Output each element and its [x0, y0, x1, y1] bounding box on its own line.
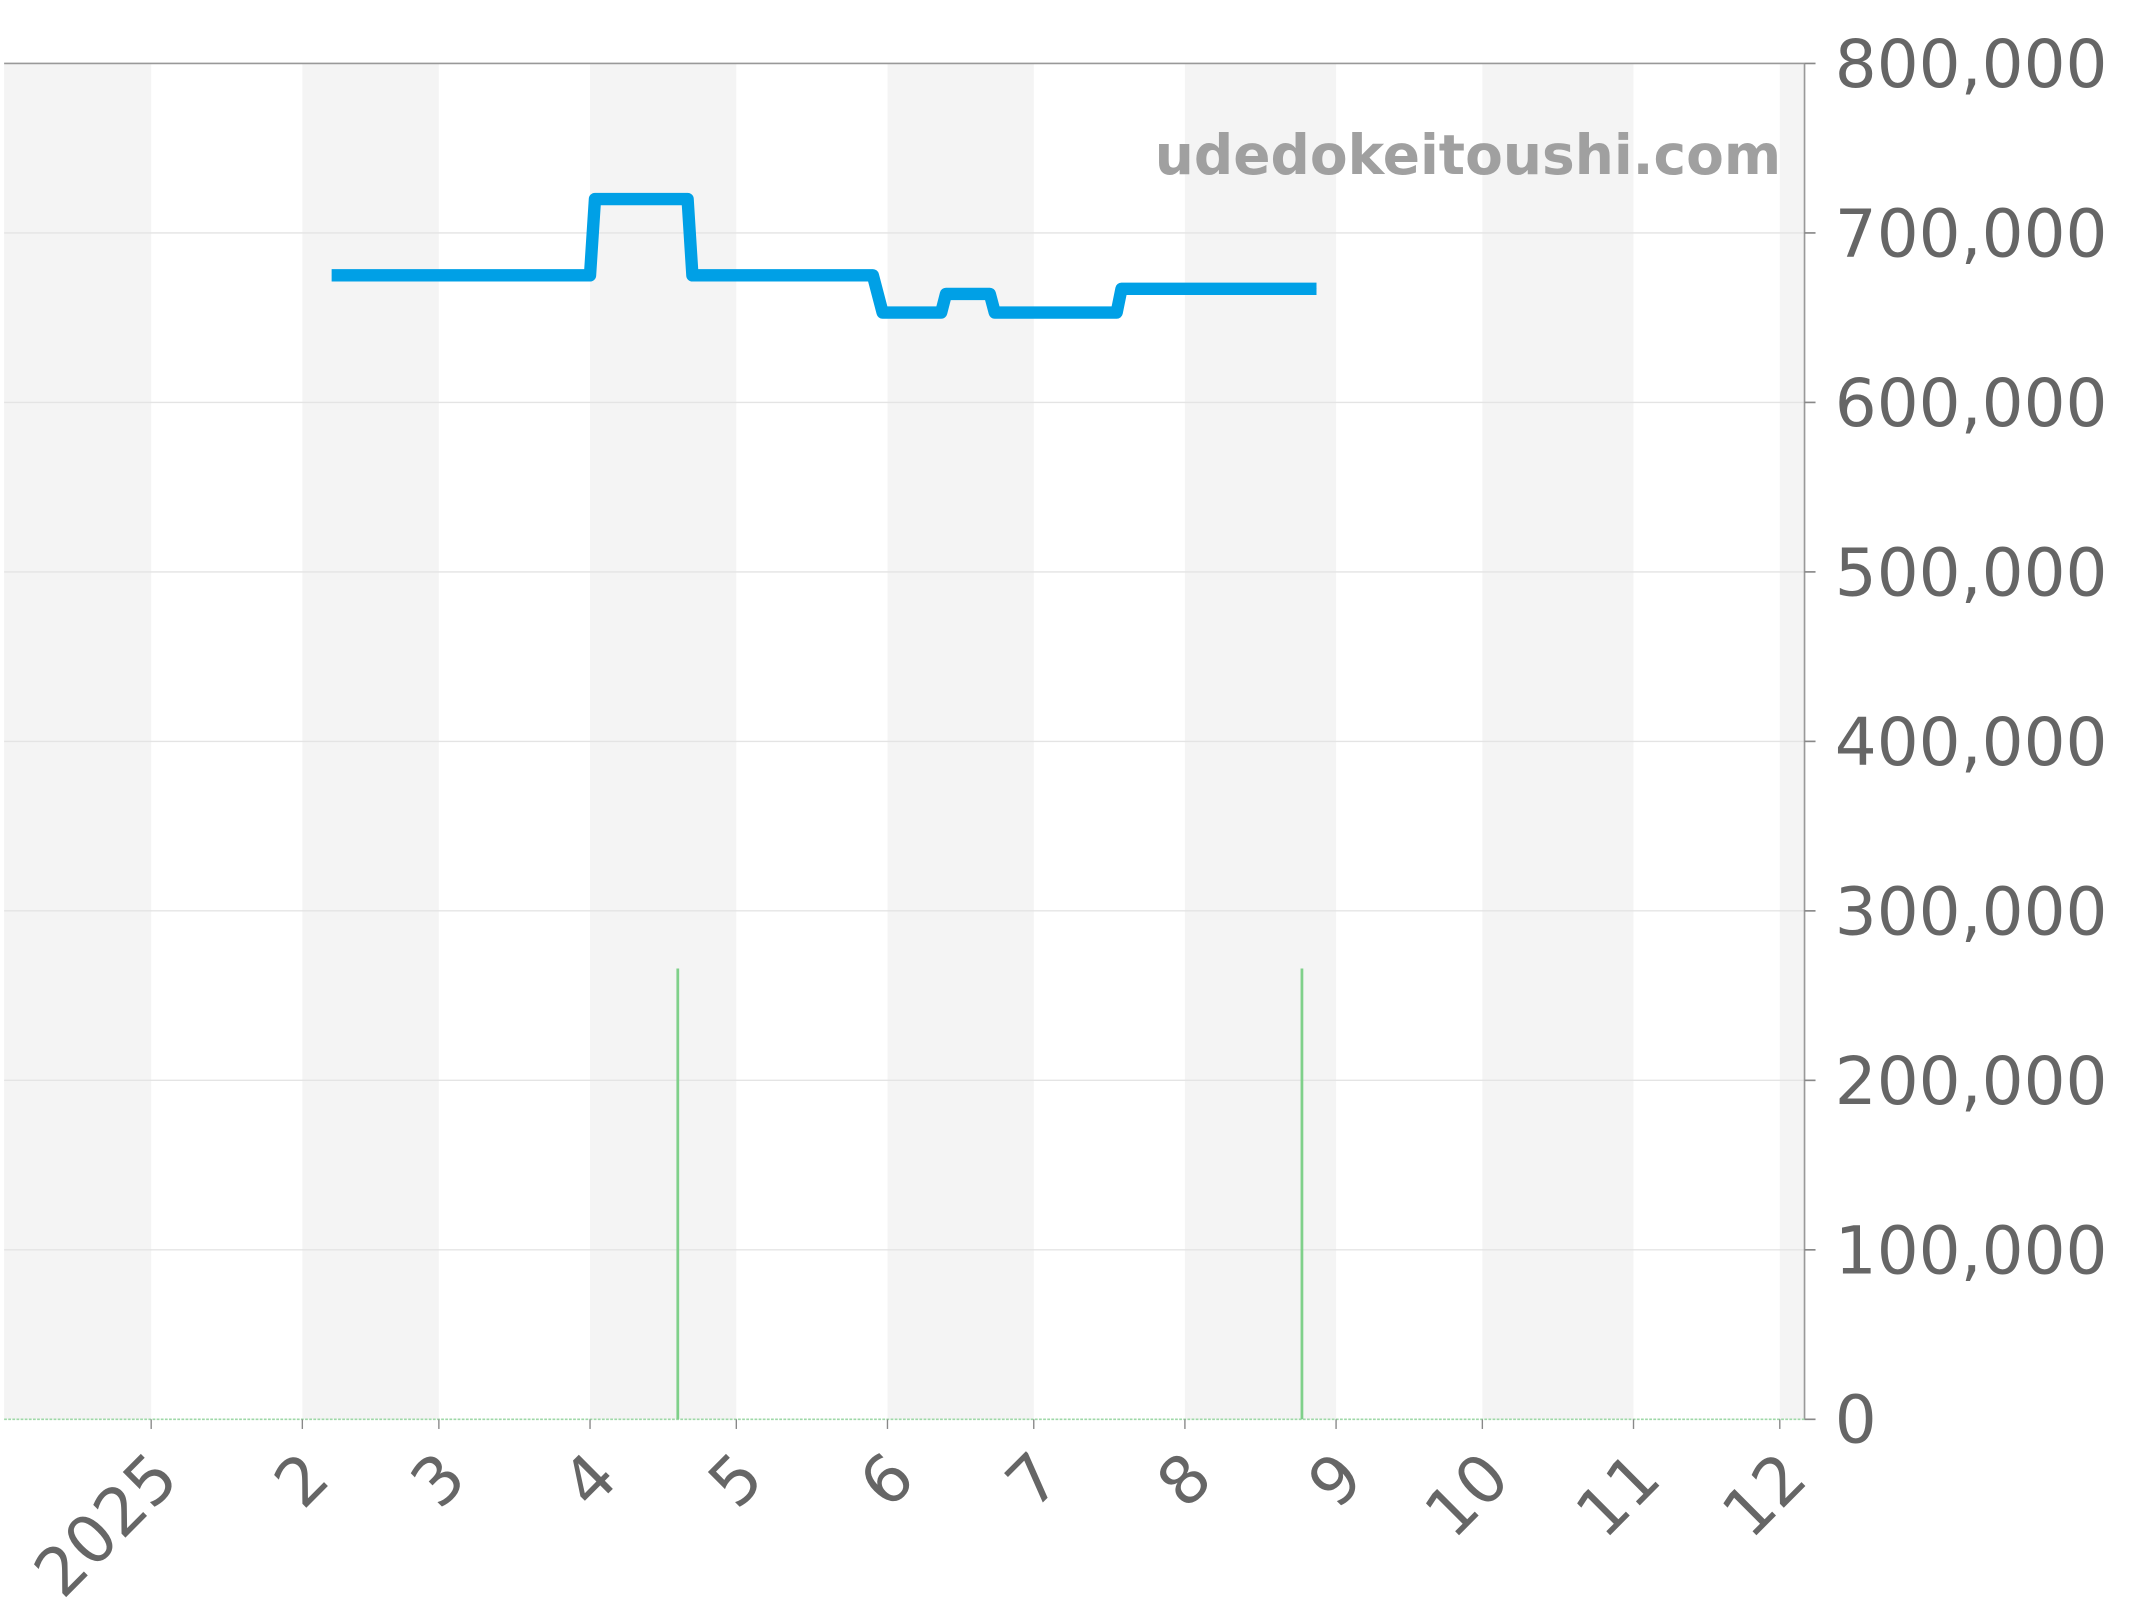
price-line [331, 192, 1317, 319]
y-tick-label: 700,000 [1835, 195, 2108, 272]
y-tick-label: 600,000 [1835, 365, 2108, 442]
y-tick-label: 300,000 [1835, 873, 2108, 950]
x-tick-label: 9 [1294, 1438, 1378, 1522]
x-tick-label: 11 [1561, 1438, 1675, 1552]
x-tick-label: 2025 [20, 1438, 193, 1600]
y-tick-label: 200,000 [1835, 1043, 2108, 1120]
x-tick-label: 6 [845, 1438, 929, 1522]
y-tick-label: 500,000 [1835, 534, 2108, 611]
x-tick-label: 12 [1708, 1438, 1822, 1552]
y-tick-label: 0 [1835, 1382, 1877, 1459]
x-tick-label: 10 [1410, 1438, 1524, 1552]
y-tick-label: 100,000 [1835, 1212, 2108, 1289]
x-tick-label: 8 [1142, 1438, 1226, 1522]
gridlines [4, 232, 1805, 1251]
volume-bars [676, 968, 1304, 1420]
price-series [331, 192, 1317, 319]
x-tick-label: 7 [991, 1438, 1075, 1522]
y-tick-label: 400,000 [1835, 704, 2108, 781]
x-tick-label: 4 [548, 1438, 632, 1522]
x-tick-label: 3 [396, 1438, 480, 1522]
x-tick-label: 2 [260, 1438, 344, 1522]
watermark: udedokeitoushi.com [1155, 123, 1781, 187]
y-axis-ticks: 0 100,000 200,000 300,000 400,000 500,000 600,… [1804, 26, 2108, 1459]
x-tick-label: 5 [694, 1438, 778, 1522]
y-tick-label: 800,000 [1835, 26, 2108, 103]
x-axis-ticks: 2025 2 3 4 5 6 7 8 9 10 11 12 [20, 1419, 1822, 1600]
